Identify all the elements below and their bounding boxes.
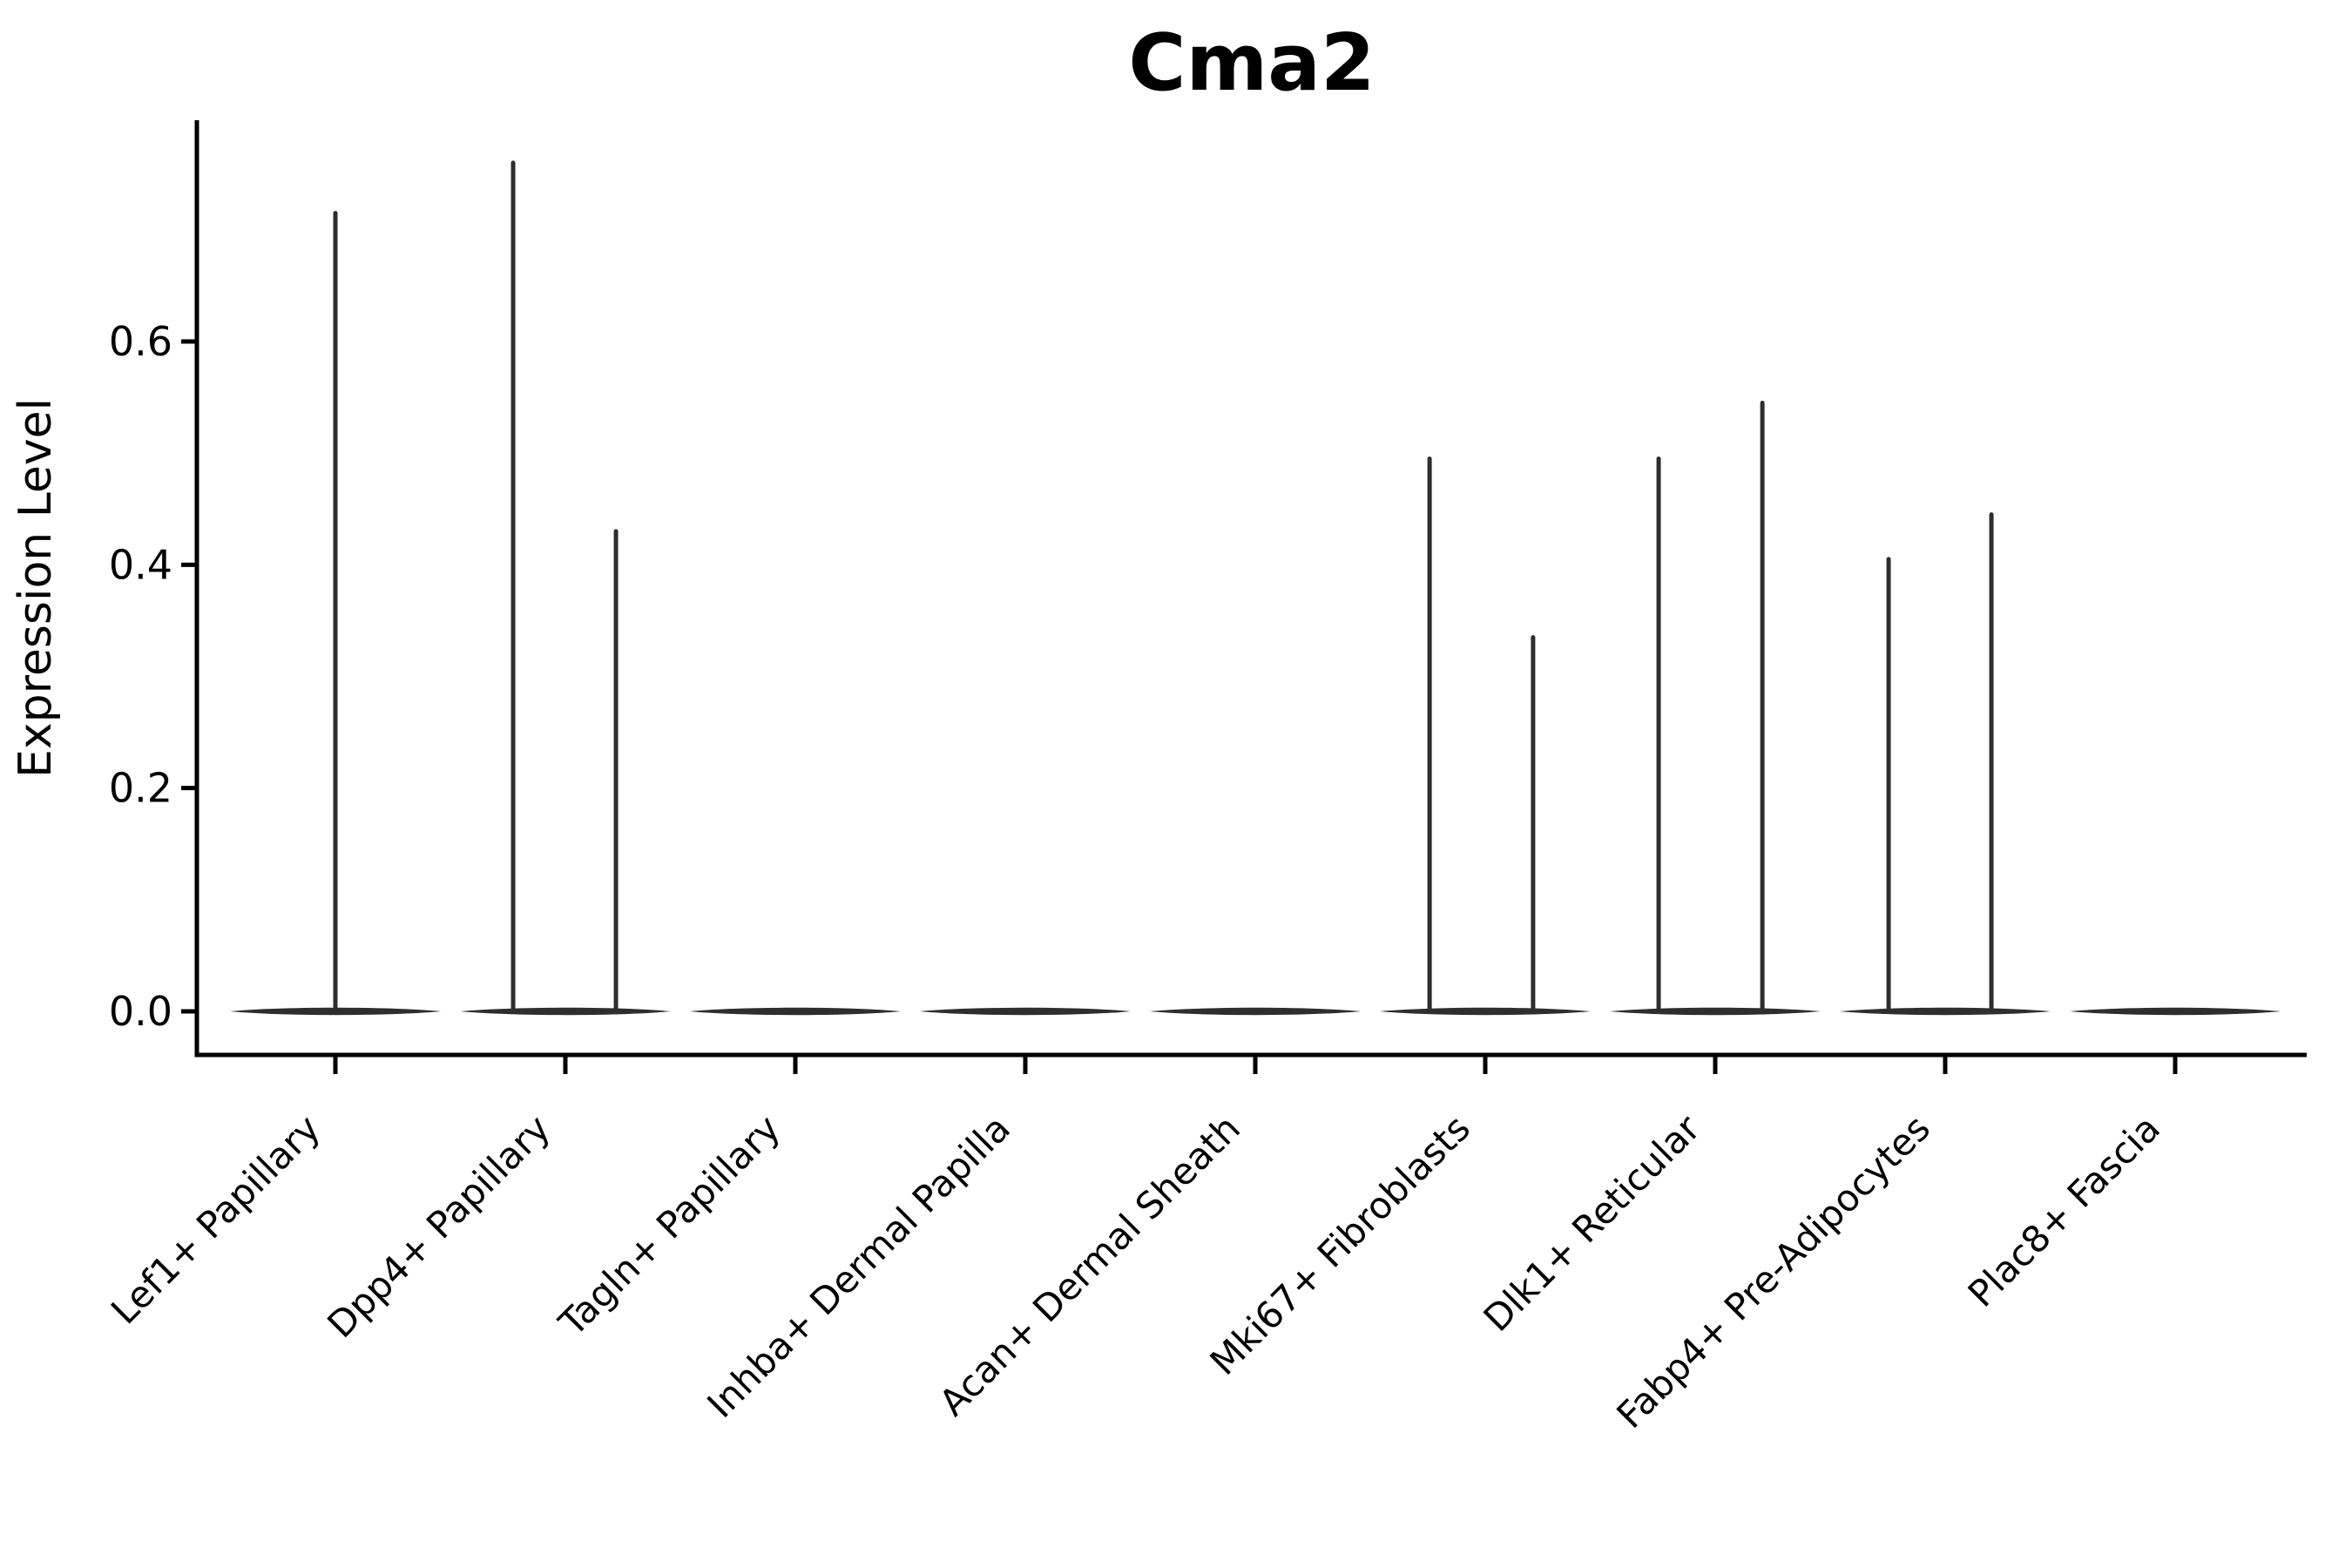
x-axis-category-label: Mki67+ Fibroblasts [1202, 1106, 1478, 1382]
y-tick-label: 0.2 [109, 765, 172, 812]
plot-title: Cma2 [1128, 17, 1375, 109]
violin-body [1150, 1007, 1361, 1016]
violin-body [690, 1007, 901, 1016]
violin-body [460, 1007, 671, 1016]
violins-layer [230, 160, 2281, 1016]
y-axis-ticks: 0.0 0.2 0.4 0.6 [109, 318, 197, 1035]
x-axis-category-label: Dpp4+ Papillary [319, 1106, 558, 1346]
x-axis-category-label: Lef1+ Papillary [103, 1106, 328, 1332]
violin-body [920, 1007, 1131, 1016]
x-axis-category-label: Dlk1+ Reticular [1476, 1106, 1709, 1340]
y-tick-label: 0.0 [109, 988, 172, 1035]
x-axis-category-label: Tagln+ Papillary [551, 1106, 788, 1344]
violin-body [1840, 1007, 2051, 1016]
y-tick-label: 0.4 [109, 541, 172, 588]
x-axis-ticks [333, 1055, 2178, 1074]
x-axis-category-label: Plac8+ Fascia [1960, 1106, 2168, 1315]
violin-body [2070, 1007, 2281, 1016]
y-tick-label: 0.6 [109, 318, 172, 365]
violin-body [1380, 1007, 1591, 1016]
violin-body [1610, 1007, 1821, 1016]
y-axis-label: Expression Level [10, 398, 62, 778]
